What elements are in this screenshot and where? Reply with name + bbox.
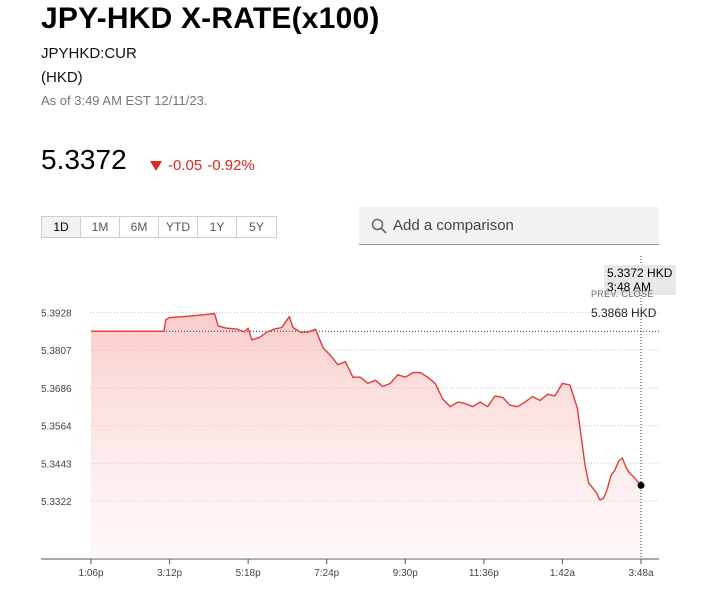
change-value: -0.05 bbox=[168, 157, 203, 174]
page-title: JPY-HKD X-RATE(x100) bbox=[41, 2, 380, 35]
range-button-1m[interactable]: 1M bbox=[81, 217, 120, 237]
y-tick-label: 5.3564 bbox=[41, 422, 72, 433]
x-tick-label: 9:30p bbox=[393, 568, 418, 579]
y-tick-label: 5.3686 bbox=[41, 384, 72, 395]
range-button-6m[interactable]: 6M bbox=[120, 217, 159, 237]
y-tick-label: 5.3443 bbox=[41, 459, 72, 470]
comparison-search[interactable] bbox=[359, 207, 659, 245]
currency-label: (HKD) bbox=[41, 69, 83, 86]
y-tick-label: 5.3928 bbox=[41, 309, 72, 320]
x-tick-label: 3:48a bbox=[628, 568, 653, 579]
range-button-1y[interactable]: 1Y bbox=[198, 217, 237, 237]
price-change: -0.05 -0.92% bbox=[150, 157, 260, 174]
comparison-input[interactable] bbox=[391, 216, 635, 235]
change-percent: -0.92% bbox=[207, 157, 255, 174]
y-tick-label: 5.3807 bbox=[41, 346, 72, 357]
x-tick-label: 11:36p bbox=[469, 568, 499, 579]
last-price-point bbox=[637, 481, 645, 489]
x-tick-label: 5:18p bbox=[236, 568, 261, 579]
hover-tooltip: 5.3372 HKD 3:48 AM bbox=[604, 265, 676, 295]
price-chart: 5.3928 5.3807 5.3686 5.3564 5.3443 5.3322 1:06… bbox=[41, 256, 659, 579]
prev-close-label: PREV. CLOSE bbox=[591, 289, 654, 299]
price-area-fill bbox=[91, 313, 641, 559]
current-price: 5.3372 bbox=[41, 144, 127, 175]
prev-close-value: 5.3868 HKD bbox=[591, 306, 657, 320]
ticker-symbol: JPYHKD:CUR bbox=[41, 45, 137, 62]
price-line bbox=[91, 312, 642, 501]
x-tick-label: 3:12p bbox=[157, 568, 182, 579]
x-tick-label: 1:42a bbox=[550, 568, 575, 579]
as-of-timestamp: As of 3:49 AM EST 12/11/23. bbox=[41, 93, 208, 108]
y-tick-label: 5.3322 bbox=[41, 497, 72, 508]
x-tick-label: 7:24p bbox=[314, 568, 339, 579]
tooltip-time: 3:48 AM bbox=[607, 280, 652, 294]
tooltip-price: 5.3372 HKD bbox=[607, 266, 673, 280]
down-triangle-icon bbox=[150, 160, 162, 171]
search-icon bbox=[371, 218, 387, 233]
range-button-1d[interactable]: 1D bbox=[42, 217, 81, 237]
time-range-selector: 1D 1M 6M YTD 1Y 5Y bbox=[41, 216, 277, 238]
range-button-5y[interactable]: 5Y bbox=[249, 220, 264, 234]
range-button-ytd[interactable]: YTD bbox=[159, 217, 198, 237]
x-tick-label: 1:06p bbox=[78, 568, 103, 579]
